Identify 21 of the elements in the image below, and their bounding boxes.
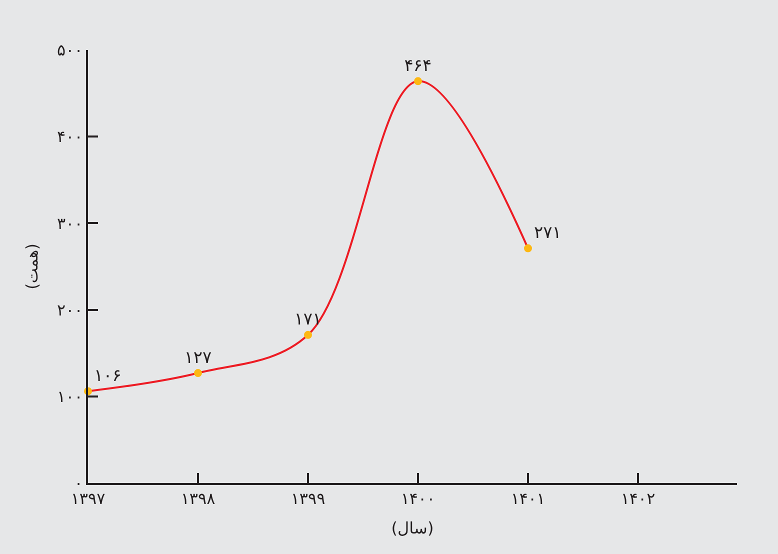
data-label: ۱۲۷ — [184, 348, 212, 368]
y-axis-title: (همت) — [22, 244, 42, 290]
x-tick-label: ۱۴۰۰ — [400, 489, 436, 508]
x-tick-label: ۱۴۰۱ — [510, 489, 546, 508]
y-tick-label: ۳۰۰ — [57, 214, 83, 233]
y-tick-label: ۱۰۰ — [57, 387, 83, 406]
point — [524, 244, 532, 252]
x-tick-label: ۱۴۰۲ — [620, 489, 656, 508]
y-tick-label: ۲۰۰ — [57, 300, 83, 320]
x-axis-title: (سال) — [391, 518, 434, 538]
y-tick-label: ۵۰۰ — [57, 40, 83, 60]
point — [194, 369, 202, 378]
data-label: ۲۷۱ — [534, 223, 562, 244]
x-tick-label: ۱۳۹۹ — [290, 489, 326, 508]
y-tick-label: ۴۰۰ — [57, 127, 83, 146]
data-label: ۴۶۴ — [404, 56, 432, 76]
point — [304, 330, 312, 339]
data-label: ۱۰۶ — [94, 366, 122, 386]
point — [414, 77, 422, 86]
x-tick-label: ۱۳۹۸ — [180, 489, 216, 508]
data-label: ۱۷۱ — [294, 310, 322, 330]
